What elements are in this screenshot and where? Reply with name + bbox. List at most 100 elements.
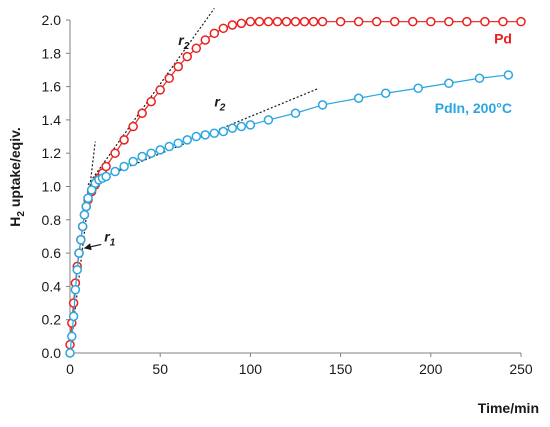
- data-point: [200, 35, 211, 45]
- data-point: [254, 16, 265, 27]
- x-tick-label: 0: [66, 361, 74, 377]
- series-pd: [65, 16, 526, 350]
- data-point: [128, 121, 138, 132]
- data-point: [290, 108, 301, 118]
- data-point: [317, 16, 328, 27]
- axes: [69, 20, 521, 354]
- series: [65, 16, 526, 358]
- y-tick-label: 0.2: [42, 312, 62, 328]
- data-point: [444, 78, 454, 89]
- data-point: [389, 16, 400, 27]
- x-tick-label: 250: [509, 361, 533, 377]
- annotation-r1: r1: [104, 228, 115, 248]
- data-point: [137, 108, 147, 118]
- data-point: [101, 171, 111, 182]
- annotation-r2: r2: [178, 32, 189, 52]
- series-label: PdIn, 200°C: [435, 100, 512, 116]
- data-point: [173, 61, 183, 72]
- data-point: [498, 16, 508, 27]
- data-point: [182, 51, 193, 62]
- data-point: [68, 298, 79, 308]
- data-point: [68, 311, 79, 322]
- data-point: [155, 145, 165, 155]
- series-line: [69, 74, 509, 354]
- y-tick-label: 0.6: [42, 245, 62, 261]
- data-point: [218, 126, 229, 137]
- data-point: [182, 135, 193, 145]
- x-tick-label: 100: [239, 361, 263, 377]
- data-point: [413, 83, 423, 94]
- data-point: [72, 265, 82, 275]
- data-point: [173, 138, 183, 148]
- series-pdin: [65, 70, 514, 358]
- y-tick-label: 0.0: [42, 345, 62, 361]
- series-labels: Pd PdIn, 200°C: [435, 30, 512, 116]
- data-point: [119, 161, 129, 172]
- x-tick-label: 150: [329, 361, 353, 377]
- annotation-r2: r2: [214, 94, 225, 114]
- data-point: [101, 161, 111, 172]
- data-point: [503, 70, 514, 80]
- data-point: [110, 166, 120, 177]
- y-tick-label: 1.4: [42, 112, 62, 128]
- data-point: [67, 331, 77, 342]
- y-axis-title: H2 uptake/eqiv.: [7, 127, 27, 226]
- data-point: [272, 16, 283, 27]
- data-point: [164, 141, 174, 152]
- data-point: [119, 135, 129, 145]
- data-point: [299, 16, 310, 27]
- data-point: [81, 201, 91, 212]
- data-point: [191, 131, 202, 142]
- data-point: [308, 16, 319, 27]
- data-point: [444, 16, 454, 27]
- data-point: [155, 85, 165, 95]
- data-point: [79, 210, 90, 220]
- data-point: [371, 16, 382, 27]
- data-point: [227, 20, 238, 30]
- data-point: [516, 16, 526, 27]
- data-point: [137, 151, 147, 162]
- data-point: [70, 284, 81, 295]
- fit-line-r2: [100, 87, 320, 179]
- data-point: [335, 16, 346, 27]
- data-point: [380, 88, 391, 99]
- data-point: [76, 235, 86, 245]
- y-tick-label: 1.6: [42, 79, 62, 95]
- fit-lines: [69, 7, 320, 354]
- y-tick-label: 0.4: [42, 278, 62, 294]
- data-point: [65, 348, 75, 358]
- annotations: r2 r2 r1: [83, 32, 226, 251]
- y-ticks: 0.0 0.2 0.4 0.6 0.8 1.0 1.2 1.4 1.6 1.8 2.0: [42, 12, 70, 361]
- data-point: [191, 43, 202, 54]
- x-ticks: 0 50 100 150 200 250: [66, 353, 533, 377]
- data-point: [209, 128, 220, 138]
- data-point: [245, 120, 256, 130]
- y-tick-label: 1.8: [42, 45, 62, 61]
- data-point: [462, 16, 472, 27]
- data-point: [77, 221, 88, 232]
- data-point: [290, 16, 301, 27]
- data-point: [426, 16, 436, 27]
- data-point: [83, 193, 93, 203]
- data-point: [353, 93, 364, 104]
- data-point: [236, 121, 247, 132]
- y-tick-label: 2.0: [42, 12, 62, 28]
- data-point: [110, 148, 120, 158]
- data-point: [245, 16, 256, 27]
- annotation-arrow: [83, 243, 102, 251]
- data-point: [146, 148, 156, 158]
- data-point: [263, 16, 274, 27]
- data-point: [353, 16, 364, 27]
- fit-line-r2: [87, 7, 215, 186]
- data-point: [236, 18, 247, 29]
- x-tick-label: 50: [152, 361, 168, 377]
- data-point: [200, 130, 211, 140]
- fit-line-r1: [69, 141, 96, 354]
- x-axis-title: Time/min: [478, 400, 539, 416]
- y-tick-label: 1.2: [42, 145, 62, 161]
- y-tick-label: 0.8: [42, 212, 62, 228]
- data-point: [146, 96, 156, 107]
- data-point: [480, 16, 490, 27]
- data-point: [263, 115, 274, 125]
